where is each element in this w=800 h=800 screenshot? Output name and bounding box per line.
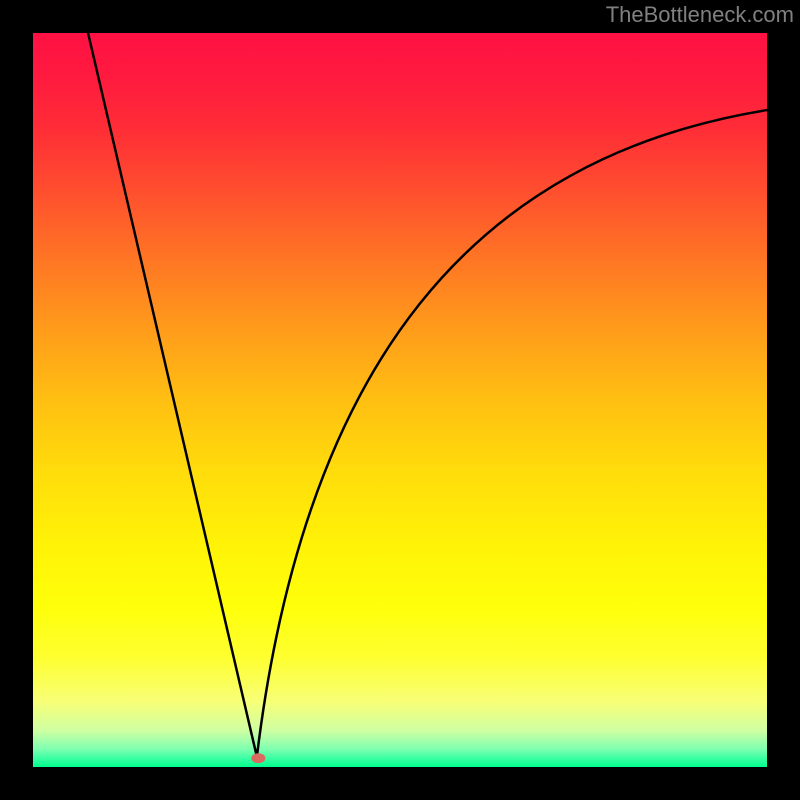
optimal-marker	[251, 753, 265, 763]
watermark-text: TheBottleneck.com	[606, 2, 794, 28]
bottleneck-chart	[0, 0, 800, 800]
chart-container: TheBottleneck.com	[0, 0, 800, 800]
plot-background	[33, 33, 767, 767]
